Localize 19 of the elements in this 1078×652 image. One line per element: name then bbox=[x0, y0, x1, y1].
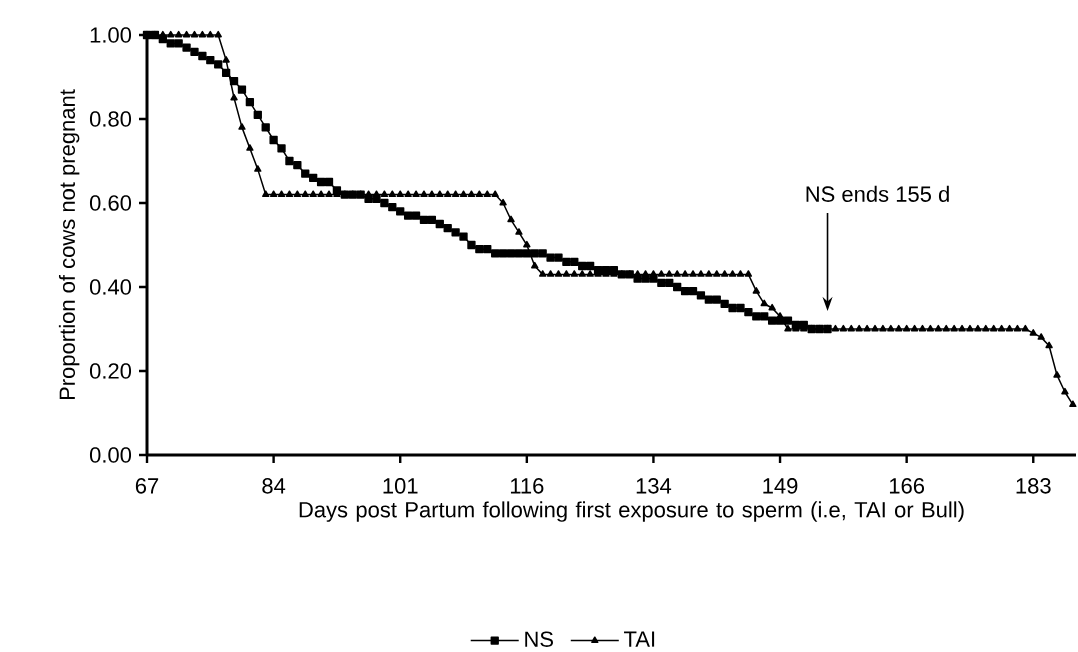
y-tick-label: 0.00 bbox=[89, 447, 132, 463]
x-tick-label: 134 bbox=[636, 478, 672, 494]
x-tick-label: 84 bbox=[262, 478, 286, 494]
x-tick-label: 67 bbox=[135, 478, 159, 494]
annotation: NS ends 155 d bbox=[806, 185, 949, 202]
y-tick-label: 0.80 bbox=[89, 111, 132, 127]
x-axis-title: Days post Partum following first exposure to sperm (i.e, TAI or Bull) bbox=[299, 501, 964, 522]
y-tick-label: 0.20 bbox=[89, 363, 132, 379]
x-tick-label: 183 bbox=[1016, 478, 1051, 494]
legend-label: NS bbox=[525, 631, 553, 647]
x-tick-label: 101 bbox=[383, 478, 418, 494]
y-tick-label: 0.60 bbox=[89, 195, 132, 211]
y-axis-title: Proportion of cows not pregnant bbox=[58, 89, 80, 400]
legend-label: TAI bbox=[624, 631, 655, 647]
y-tick-label: 0.40 bbox=[89, 279, 132, 295]
x-tick-label: 116 bbox=[510, 478, 544, 494]
y-tick-label: 1.00 bbox=[90, 27, 132, 43]
x-tick-label: 166 bbox=[889, 478, 925, 494]
x-tick-label: 149 bbox=[763, 478, 798, 494]
